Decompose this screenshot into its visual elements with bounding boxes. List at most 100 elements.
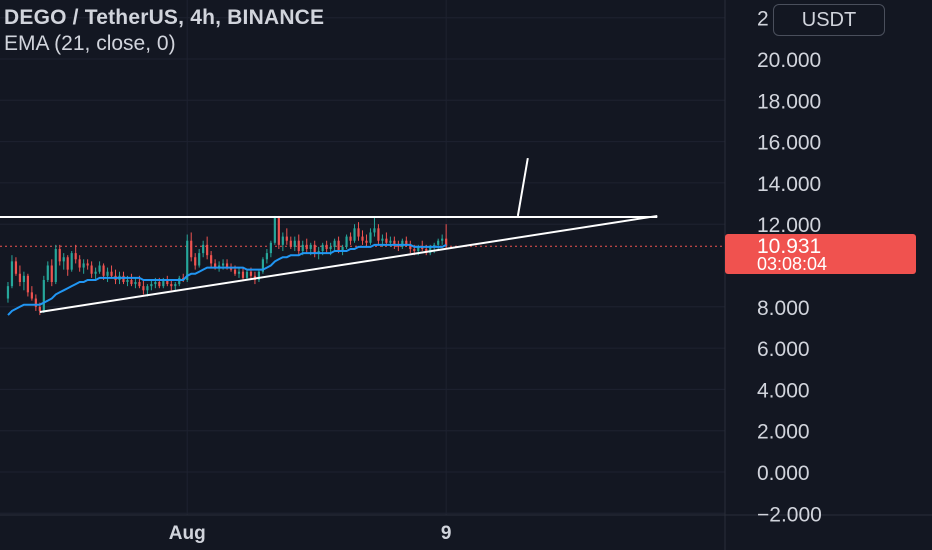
candle-body bbox=[174, 284, 177, 287]
candle-body bbox=[293, 240, 296, 247]
candle-body bbox=[70, 253, 73, 270]
candle-body bbox=[437, 240, 440, 245]
candle-body bbox=[337, 240, 340, 252]
candle-body bbox=[269, 242, 272, 254]
candle-body bbox=[50, 265, 53, 283]
candle-body bbox=[417, 246, 420, 252]
candle-body bbox=[345, 236, 348, 247]
candle-body bbox=[357, 228, 360, 237]
candle-body bbox=[158, 282, 161, 287]
candle-body bbox=[190, 240, 193, 258]
candle-body bbox=[245, 271, 249, 278]
candle-body bbox=[166, 279, 169, 285]
trendline-breakout-arrow bbox=[516, 157, 529, 217]
candle-body bbox=[365, 240, 368, 243]
candle-body bbox=[202, 244, 205, 254]
candle-body bbox=[98, 265, 101, 272]
ema-line bbox=[7, 243, 447, 316]
candle-body bbox=[170, 284, 173, 287]
trendline-support bbox=[39, 214, 658, 313]
candle-body bbox=[329, 246, 332, 249]
candle-body bbox=[385, 238, 388, 243]
candle-body bbox=[393, 240, 396, 245]
candle-body bbox=[297, 240, 300, 252]
candle-body bbox=[257, 271, 261, 280]
candle-body bbox=[162, 279, 165, 287]
candle-body bbox=[285, 236, 288, 241]
candle-body bbox=[206, 244, 209, 256]
y-tick-label: 18.000 bbox=[757, 90, 821, 113]
candle-body bbox=[186, 240, 189, 280]
candle-body bbox=[130, 279, 133, 285]
candle-body bbox=[289, 240, 292, 247]
candle-body bbox=[381, 238, 384, 241]
candle-body bbox=[401, 240, 404, 247]
y-tick-label: 4.000 bbox=[757, 379, 810, 402]
candle-body bbox=[281, 236, 284, 245]
y-tick-label: 12.000 bbox=[757, 214, 821, 237]
candle-body bbox=[237, 271, 241, 274]
candle-body bbox=[146, 286, 149, 291]
candle-body bbox=[225, 263, 229, 268]
symbol-title[interactable]: DEGO / TetherUS, 4h, BINANCE bbox=[4, 6, 325, 29]
candle-body bbox=[413, 248, 416, 252]
y-tick-label: 0.000 bbox=[757, 462, 810, 485]
candle-body bbox=[86, 263, 89, 266]
candle-body bbox=[301, 244, 304, 252]
y-tick-label: 8.000 bbox=[757, 297, 810, 320]
candle-body bbox=[317, 251, 320, 254]
candle-body bbox=[42, 279, 45, 311]
candle-body bbox=[66, 257, 69, 270]
candle-body bbox=[261, 259, 265, 272]
candle-body bbox=[321, 244, 324, 252]
candle-body bbox=[10, 261, 14, 287]
candle-body bbox=[433, 244, 436, 247]
candle-body bbox=[353, 228, 356, 241]
candle-body bbox=[110, 271, 113, 276]
candle-body bbox=[18, 273, 22, 283]
y-tick-label: 14.000 bbox=[757, 173, 821, 196]
candle-body bbox=[198, 253, 201, 266]
candle-body bbox=[377, 228, 380, 241]
ema-indicator-label[interactable]: EMA (21, close, 0) bbox=[4, 32, 176, 55]
candle-body bbox=[78, 259, 81, 268]
candle-body bbox=[369, 232, 372, 243]
candle-body bbox=[341, 246, 344, 252]
candle-body bbox=[154, 282, 157, 285]
candle-body bbox=[217, 265, 221, 268]
candle-body bbox=[265, 253, 268, 260]
last-price-value: 10.931 bbox=[757, 235, 822, 258]
y-tick-label: 2.000 bbox=[757, 421, 810, 444]
chart-legend: DEGO / TetherUS, 4h, BINANCE EMA (21, cl… bbox=[4, 6, 324, 56]
candle-body bbox=[46, 265, 49, 280]
y-tick-label: 6.000 bbox=[757, 338, 810, 361]
candle-body bbox=[90, 265, 93, 274]
candle-body bbox=[62, 257, 65, 262]
candle-body bbox=[102, 265, 105, 276]
candle-body bbox=[361, 236, 364, 241]
candle-body bbox=[22, 275, 25, 283]
candle-body bbox=[325, 244, 328, 249]
currency-button[interactable]: USDT bbox=[773, 4, 885, 36]
candle-body bbox=[58, 248, 61, 262]
candle-body bbox=[14, 261, 18, 274]
y-tick-label: −2.000 bbox=[757, 503, 822, 526]
candle-body bbox=[126, 279, 129, 283]
candle-body bbox=[30, 292, 33, 299]
x-tick-label: 9 bbox=[441, 523, 452, 544]
candle-body bbox=[194, 257, 197, 266]
candle-body bbox=[150, 284, 153, 287]
candle-body bbox=[6, 286, 10, 299]
candle-body bbox=[210, 255, 213, 264]
candle-body bbox=[122, 275, 125, 283]
candle-body bbox=[421, 246, 424, 249]
candle-body bbox=[138, 282, 141, 287]
candle-body bbox=[333, 240, 336, 247]
candle-body bbox=[405, 240, 408, 245]
candle-body bbox=[142, 286, 145, 291]
candle-body bbox=[34, 298, 37, 307]
candle-body bbox=[409, 244, 412, 249]
candle-body bbox=[313, 244, 316, 254]
